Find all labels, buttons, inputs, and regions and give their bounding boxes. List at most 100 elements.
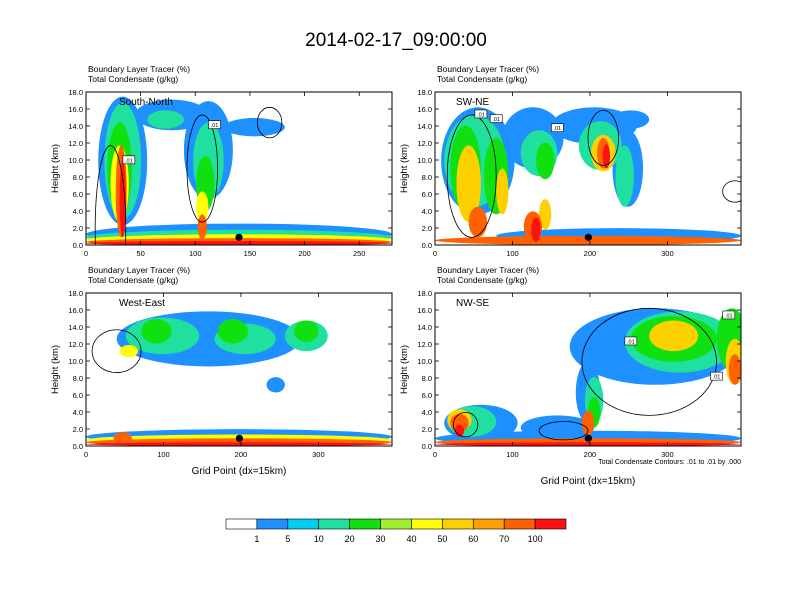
condensate-contour bbox=[186, 114, 218, 223]
tracer-region bbox=[435, 442, 741, 446]
x-axis-label: Grid Point (dx=15km) bbox=[192, 466, 287, 477]
tracer-region bbox=[581, 410, 595, 436]
condensate-contour bbox=[91, 329, 142, 373]
colorbar-label: 1 bbox=[254, 534, 259, 544]
panel-label: South-North bbox=[119, 97, 173, 108]
contour-label-box bbox=[474, 109, 488, 119]
colorbar-swatch bbox=[256, 518, 289, 530]
y-tick-label: 10.0 bbox=[417, 156, 432, 165]
contour-label: .01 bbox=[477, 112, 485, 118]
x-tick-label: 300 bbox=[661, 450, 674, 459]
y-tick-label: 16.0 bbox=[417, 105, 432, 114]
chart-panel-4: 0.0 2.0 4.0 6.0 8.0 10.0 12.0 14.0 16.0 18.0 0 100 2… bbox=[399, 265, 742, 487]
tracer-region bbox=[141, 319, 172, 344]
colorbar-swatch bbox=[349, 518, 381, 530]
panel-title: Boundary Layer Tracer (%) bbox=[88, 265, 190, 275]
y-tick-label: 0.0 bbox=[73, 241, 83, 250]
contour-label-box bbox=[489, 114, 503, 123]
y-tick-label: 10.0 bbox=[68, 357, 83, 366]
x-tick-label: 50 bbox=[136, 249, 144, 258]
y-tick-label: 6.0 bbox=[73, 391, 83, 400]
tracer-region bbox=[147, 110, 184, 129]
tracer-region bbox=[119, 345, 139, 358]
plot-frame bbox=[85, 91, 393, 246]
y-tick-label: 4.0 bbox=[73, 408, 83, 417]
tracer-region bbox=[602, 144, 611, 169]
figure-title: 2014-02-17_09:00:00 bbox=[305, 30, 487, 51]
location-marker bbox=[235, 434, 243, 442]
tracer-region bbox=[456, 145, 481, 223]
contour-label-box bbox=[624, 336, 638, 346]
y-axis-label: Height (km) bbox=[399, 345, 410, 394]
colorbar-swatch bbox=[287, 518, 320, 530]
y-tick-label: 12.0 bbox=[417, 340, 432, 349]
location-marker bbox=[584, 434, 592, 442]
colorbar-swatch bbox=[503, 518, 536, 530]
y-tick-label: 0.0 bbox=[73, 442, 83, 451]
colorbar-label: 10 bbox=[314, 534, 324, 544]
x-tick-label: 0 bbox=[84, 450, 88, 459]
tracer-region bbox=[113, 432, 132, 445]
heatmap-field bbox=[435, 293, 741, 446]
tracer-region bbox=[468, 206, 488, 238]
y-tick-label: 14.0 bbox=[417, 323, 432, 332]
colorbar-label: 100 bbox=[528, 534, 543, 544]
tracer-region bbox=[531, 217, 541, 242]
y-tick-label: 16.0 bbox=[417, 306, 432, 315]
condensate-contour bbox=[722, 180, 741, 203]
contour-label-box bbox=[122, 155, 136, 165]
tracer-region bbox=[266, 377, 285, 393]
y-tick-label: 4.0 bbox=[422, 207, 432, 216]
contour-label: .01 bbox=[627, 339, 635, 345]
contour-footnote: Total Condensate Contours: .01 to .01 by… bbox=[598, 459, 741, 466]
y-tick-label: 12.0 bbox=[68, 139, 83, 148]
y-tick-label: 10.0 bbox=[417, 357, 432, 366]
y-tick-label: 8.0 bbox=[422, 173, 432, 182]
colorbar-swatch bbox=[411, 518, 443, 530]
colorbar-label: 60 bbox=[468, 534, 478, 544]
tracer-region bbox=[86, 442, 392, 446]
condensate-contour bbox=[587, 109, 620, 166]
tracer-region bbox=[649, 320, 699, 352]
x-tick-label: 200 bbox=[235, 450, 248, 459]
tracer-region bbox=[539, 199, 552, 230]
x-tick-label: 100 bbox=[189, 249, 202, 258]
x-tick-label: 200 bbox=[584, 450, 597, 459]
x-tick-label: 200 bbox=[584, 249, 597, 258]
y-tick-label: 18.0 bbox=[417, 289, 432, 298]
y-tick-label: 14.0 bbox=[68, 323, 83, 332]
location-marker bbox=[235, 233, 243, 241]
colorbar-label: 70 bbox=[499, 534, 509, 544]
panel-subtitle: Total Condensate (g/kg) bbox=[437, 74, 527, 84]
y-axis-label: Height (km) bbox=[399, 144, 410, 193]
tracer-region bbox=[86, 241, 392, 245]
y-tick-label: 4.0 bbox=[422, 408, 432, 417]
y-tick-label: 16.0 bbox=[68, 105, 83, 114]
x-tick-label: 0 bbox=[433, 450, 437, 459]
x-tick-label: 300 bbox=[312, 450, 325, 459]
tracer-region bbox=[197, 214, 207, 239]
y-tick-label: 18.0 bbox=[68, 88, 83, 97]
contour-label-box bbox=[722, 310, 736, 320]
y-tick-label: 6.0 bbox=[422, 391, 432, 400]
colorbar-label: 20 bbox=[345, 534, 355, 544]
y-tick-label: 8.0 bbox=[422, 374, 432, 383]
heatmap-field bbox=[86, 92, 392, 245]
y-tick-label: 4.0 bbox=[73, 207, 83, 216]
y-tick-label: 18.0 bbox=[68, 289, 83, 298]
colorbar-label: 40 bbox=[406, 534, 416, 544]
condensate-contour bbox=[446, 114, 497, 238]
colorbar: 1 5 10 20 30 40 50 60 70 100 bbox=[225, 518, 567, 544]
contour-label: .01 bbox=[554, 126, 562, 132]
condensate-contour bbox=[581, 307, 717, 416]
y-tick-label: 2.0 bbox=[422, 224, 432, 233]
x-tick-label: 100 bbox=[506, 249, 519, 258]
y-tick-label: 6.0 bbox=[73, 190, 83, 199]
y-tick-label: 10.0 bbox=[68, 156, 83, 165]
plot-frame bbox=[434, 91, 742, 246]
y-tick-label: 2.0 bbox=[422, 425, 432, 434]
chart-panel-1: 0.0 2.0 4.0 6.0 8.0 10.0 12.0 14.0 16.0 18.0 0 50 10… bbox=[50, 64, 393, 258]
y-tick-label: 6.0 bbox=[422, 190, 432, 199]
heatmap-field bbox=[435, 92, 741, 245]
